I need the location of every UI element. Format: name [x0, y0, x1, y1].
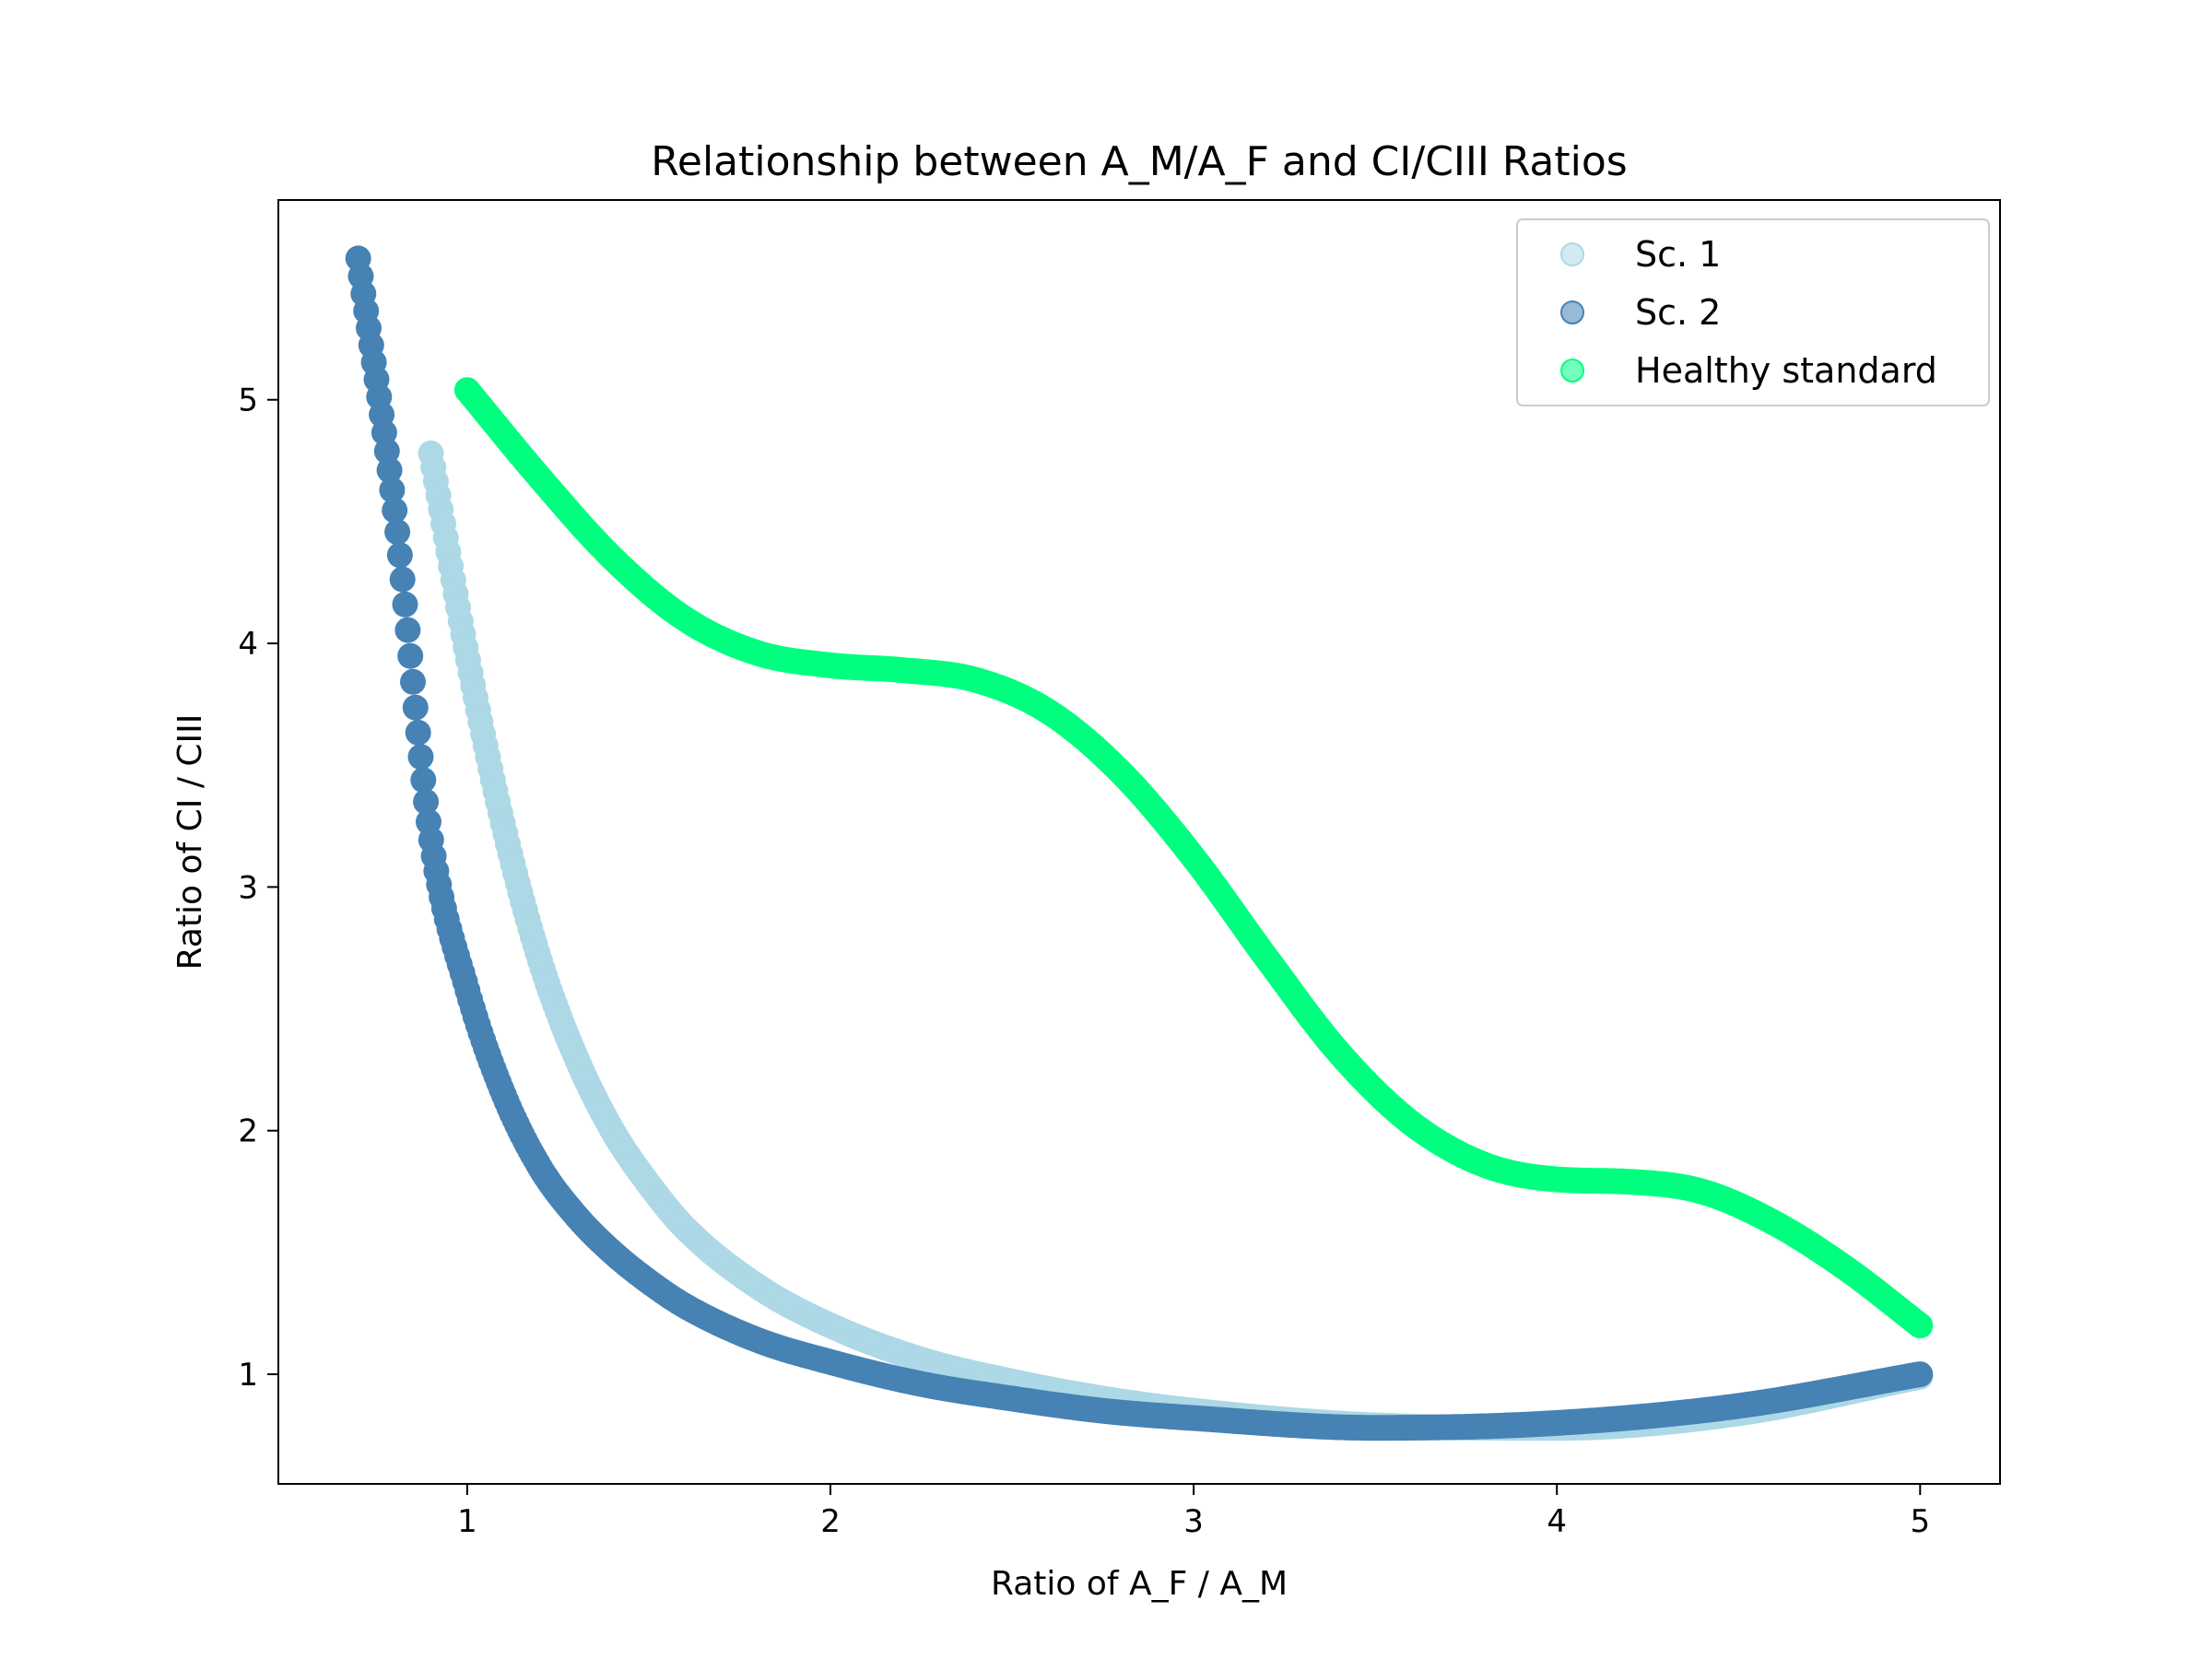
y-tick-label: 3 [238, 869, 258, 906]
x-tick-label: 2 [820, 1503, 841, 1540]
legend-label: Healthy standard [1635, 350, 1937, 391]
y-tick-label: 1 [238, 1357, 258, 1394]
data-point [373, 438, 400, 465]
x-axis-label: Ratio of A_F / A_M [991, 1565, 1288, 1603]
plot-area [345, 245, 1934, 1441]
chart-title: Relationship between A_M/A_F and CI/CIII… [651, 138, 1627, 185]
data-point [389, 566, 416, 593]
x-tick-label: 3 [1183, 1503, 1204, 1540]
legend-label: Sc. 1 [1635, 234, 1721, 275]
data-point [413, 788, 440, 815]
series-sc-2 [345, 245, 1934, 1441]
legend-marker [1560, 300, 1584, 324]
y-tick-label: 5 [238, 382, 258, 419]
legend-label: Sc. 2 [1635, 292, 1721, 333]
data-point [410, 767, 437, 794]
plot-frame [277, 199, 2001, 1485]
data-point [402, 694, 429, 721]
x-axis-ticks: 1 2 3 4 5 [457, 1484, 1930, 1540]
data-point [1907, 1312, 1934, 1339]
data-point [394, 617, 421, 643]
data-point [392, 591, 418, 618]
y-tick-label: 4 [238, 626, 258, 663]
y-axis-label: Ratio of CI / CIII [171, 714, 209, 971]
data-point [376, 457, 403, 484]
x-tick-label: 5 [1910, 1503, 1930, 1540]
data-point [405, 719, 431, 746]
series-healthy-standard [453, 377, 1934, 1339]
y-axis-ticks: 1 2 3 4 5 [238, 382, 278, 1394]
legend-box [1516, 218, 1990, 406]
y-tick-label: 2 [238, 1113, 258, 1150]
data-point [379, 477, 406, 503]
legend-marker [1560, 359, 1584, 382]
legend-marker [1560, 242, 1584, 266]
data-point [384, 519, 411, 546]
x-tick-label: 1 [457, 1503, 477, 1540]
data-point [400, 668, 426, 695]
data-point [382, 497, 408, 524]
legend: Sc. 1 Sc. 2 Healthy standard [1516, 218, 1990, 406]
data-point [386, 542, 413, 569]
data-point [397, 642, 424, 669]
x-tick-label: 4 [1547, 1503, 1567, 1540]
data-point [1907, 1361, 1934, 1388]
data-point [407, 744, 434, 771]
